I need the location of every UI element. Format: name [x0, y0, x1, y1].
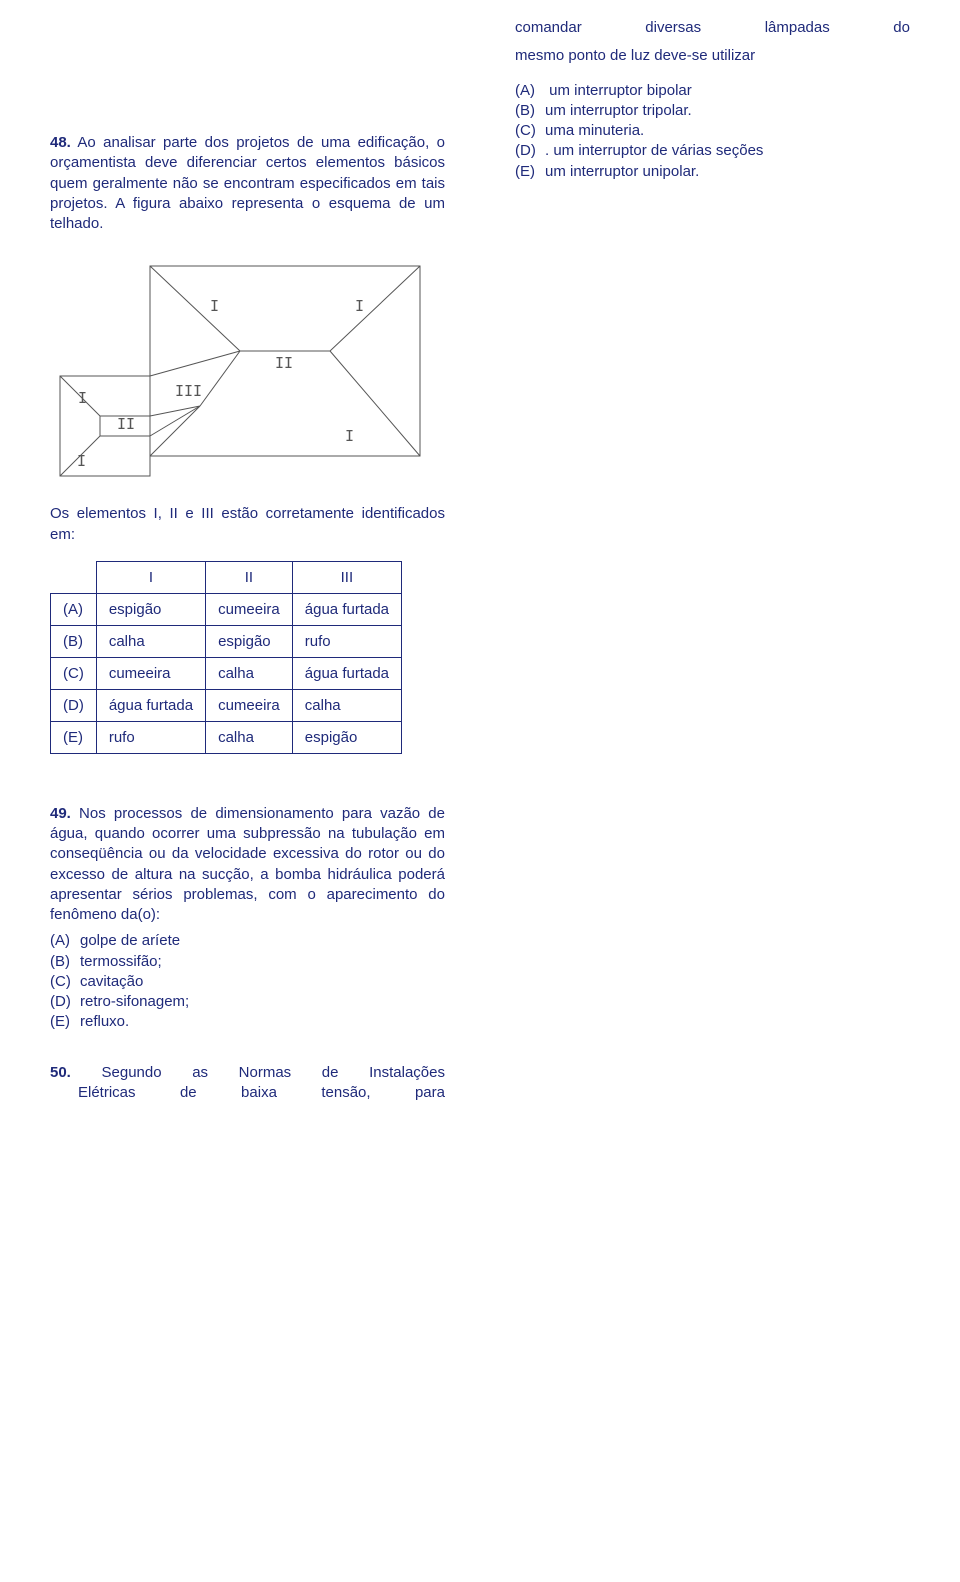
prev-q-options: (A) um interruptor bipolar (B)um interru…: [515, 81, 910, 182]
q48-answer-table: I II III (A) espigão cumeeira água furta…: [50, 561, 402, 754]
q49-opt-D: (D)retro-sifonagem;: [50, 992, 445, 1012]
cell: calha: [206, 657, 293, 689]
table-row: (E) rufo calha espigão: [51, 721, 402, 753]
q49-opt-E: (E)refluxo.: [50, 1012, 445, 1032]
cell: (E): [51, 721, 97, 753]
q49-options: (A)golpe de aríete (B)termossifão; (C)ca…: [50, 931, 445, 1032]
table-row: (C) cumeeira calha água furtada: [51, 657, 402, 689]
q48-number: 48.: [50, 134, 71, 151]
cell: água furtada: [96, 689, 205, 721]
q49-body: Nos processos de dimensionamento para va…: [50, 805, 445, 923]
question-50: 50. Segundo as Normas de Instalações Elé…: [50, 1063, 445, 1104]
q49-opt-B: (B)termossifão;: [50, 952, 445, 972]
cell: água furtada: [292, 593, 401, 625]
q49-opt-A: (A)golpe de aríete: [50, 931, 445, 951]
cell: espigão: [206, 625, 293, 657]
prev-opt-B: (B)um interruptor tripolar.: [515, 101, 910, 121]
cell: rufo: [292, 625, 401, 657]
roof-diagram: I I II III I II I I: [50, 256, 445, 490]
q50-number: 50.: [50, 1064, 71, 1081]
right-column: comandar diversas lâmpadas do mesmo pont…: [515, 18, 910, 1103]
cell: (B): [51, 625, 97, 657]
table-row: (D) água furtada cumeeira calha: [51, 689, 402, 721]
diagram-label-I-5: I: [77, 452, 86, 470]
q50-line2: Elétricas de baixa tensão, para: [50, 1083, 445, 1103]
diagram-label-I-3: I: [78, 389, 87, 407]
prev-opt-C: (C)uma minuteria.: [515, 121, 910, 141]
diagram-label-II-1: II: [275, 354, 293, 372]
cell: rufo: [96, 721, 205, 753]
prev-q-cont-2: mesmo ponto de luz deve-se utilizar: [515, 46, 910, 66]
cell: espigão: [292, 721, 401, 753]
cell: cumeeira: [96, 657, 205, 689]
cell: (D): [51, 689, 97, 721]
diagram-label-III: III: [175, 382, 202, 400]
q50-line1: 50. Segundo as Normas de Instalações: [50, 1063, 445, 1083]
prev-q-cont-1: comandar diversas lâmpadas do: [515, 18, 910, 38]
table-header-row: I II III: [51, 561, 402, 593]
q48-body: Ao analisar parte dos projetos de uma ed…: [50, 134, 445, 232]
th-blank: [51, 561, 97, 593]
cell: calha: [206, 721, 293, 753]
cell: água furtada: [292, 657, 401, 689]
th-I: I: [96, 561, 205, 593]
cell: (A): [51, 593, 97, 625]
cell: espigão: [96, 593, 205, 625]
cell: calha: [292, 689, 401, 721]
diagram-label-II-2: II: [117, 415, 135, 433]
diagram-label-I-2: I: [355, 297, 364, 315]
cell: (C): [51, 657, 97, 689]
q49-number: 49.: [50, 805, 71, 822]
cell: cumeeira: [206, 593, 293, 625]
th-III: III: [292, 561, 401, 593]
prev-opt-E: (E)um interruptor unipolar.: [515, 162, 910, 182]
cell: calha: [96, 625, 205, 657]
th-II: II: [206, 561, 293, 593]
q49-text: 49. Nos processos de dimensionamento par…: [50, 804, 445, 926]
q48-text: 48. Ao analisar parte dos projetos de um…: [50, 133, 445, 234]
question-48: 48. Ao analisar parte dos projetos de um…: [50, 133, 445, 234]
table-row: (A) espigão cumeeira água furtada: [51, 593, 402, 625]
prev-opt-D: (D). um interruptor de várias seções: [515, 141, 910, 161]
two-column-layout: 48. Ao analisar parte dos projetos de um…: [50, 18, 910, 1103]
diagram-label-I-1: I: [210, 297, 219, 315]
q49-opt-C: (C)cavitação: [50, 972, 445, 992]
q48-subtext: Os elementos I, II e III estão corretame…: [50, 504, 445, 545]
question-49: 49. Nos processos de dimensionamento par…: [50, 804, 445, 1033]
diagram-label-I-4: I: [345, 427, 354, 445]
left-column: 48. Ao analisar parte dos projetos de um…: [50, 18, 445, 1103]
cell: cumeeira: [206, 689, 293, 721]
table-row: (B) calha espigão rufo: [51, 625, 402, 657]
prev-opt-A: (A) um interruptor bipolar: [515, 81, 910, 101]
